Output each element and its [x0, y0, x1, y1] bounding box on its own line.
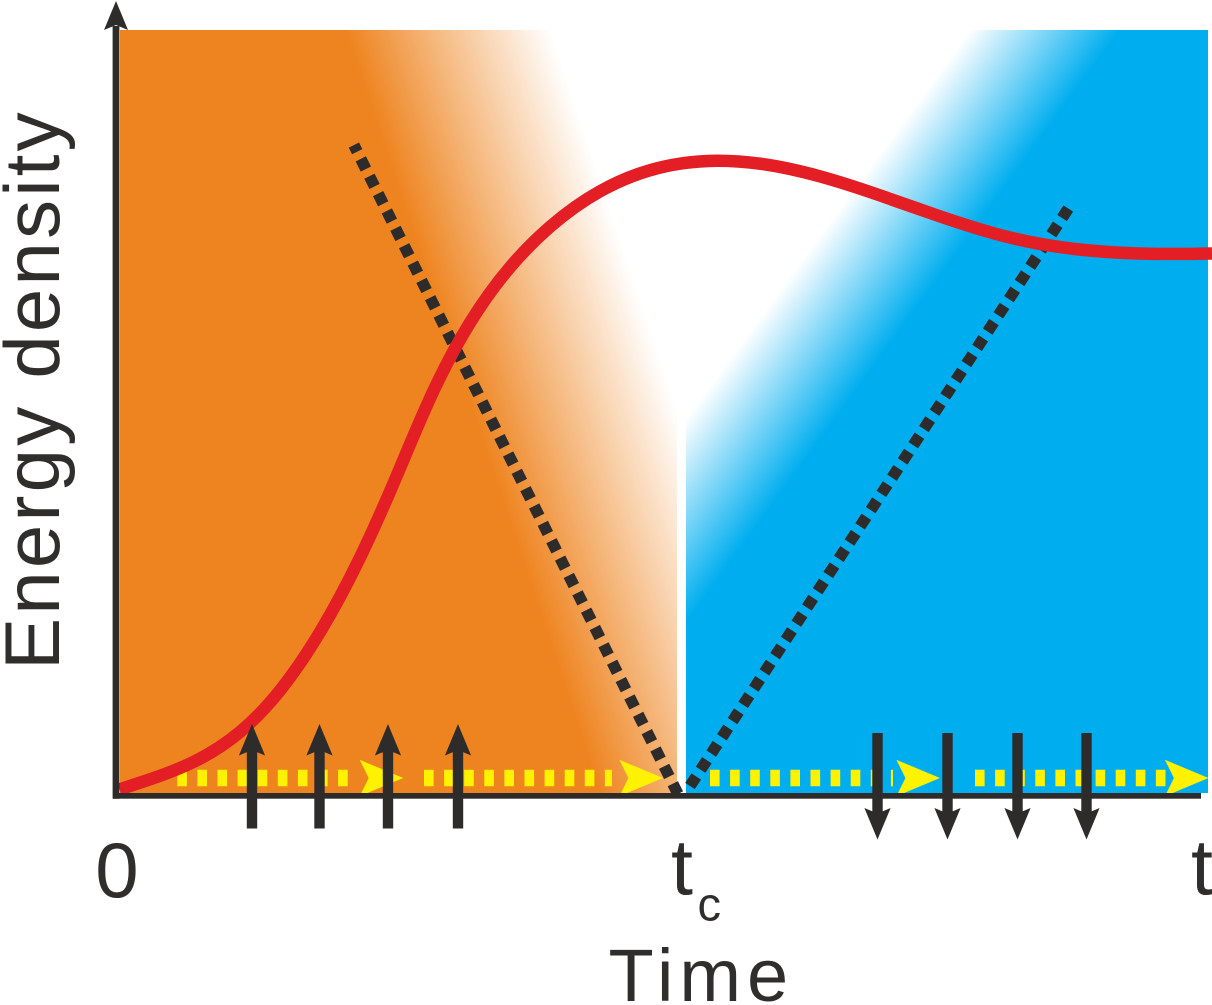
- svg-text:0: 0: [95, 826, 138, 914]
- svg-text:t: t: [1191, 823, 1212, 912]
- svg-text:c: c: [698, 878, 722, 931]
- svg-text:Energy density: Energy density: [0, 109, 76, 670]
- svg-text:t: t: [671, 823, 693, 912]
- svg-text:Time: Time: [609, 934, 795, 1005]
